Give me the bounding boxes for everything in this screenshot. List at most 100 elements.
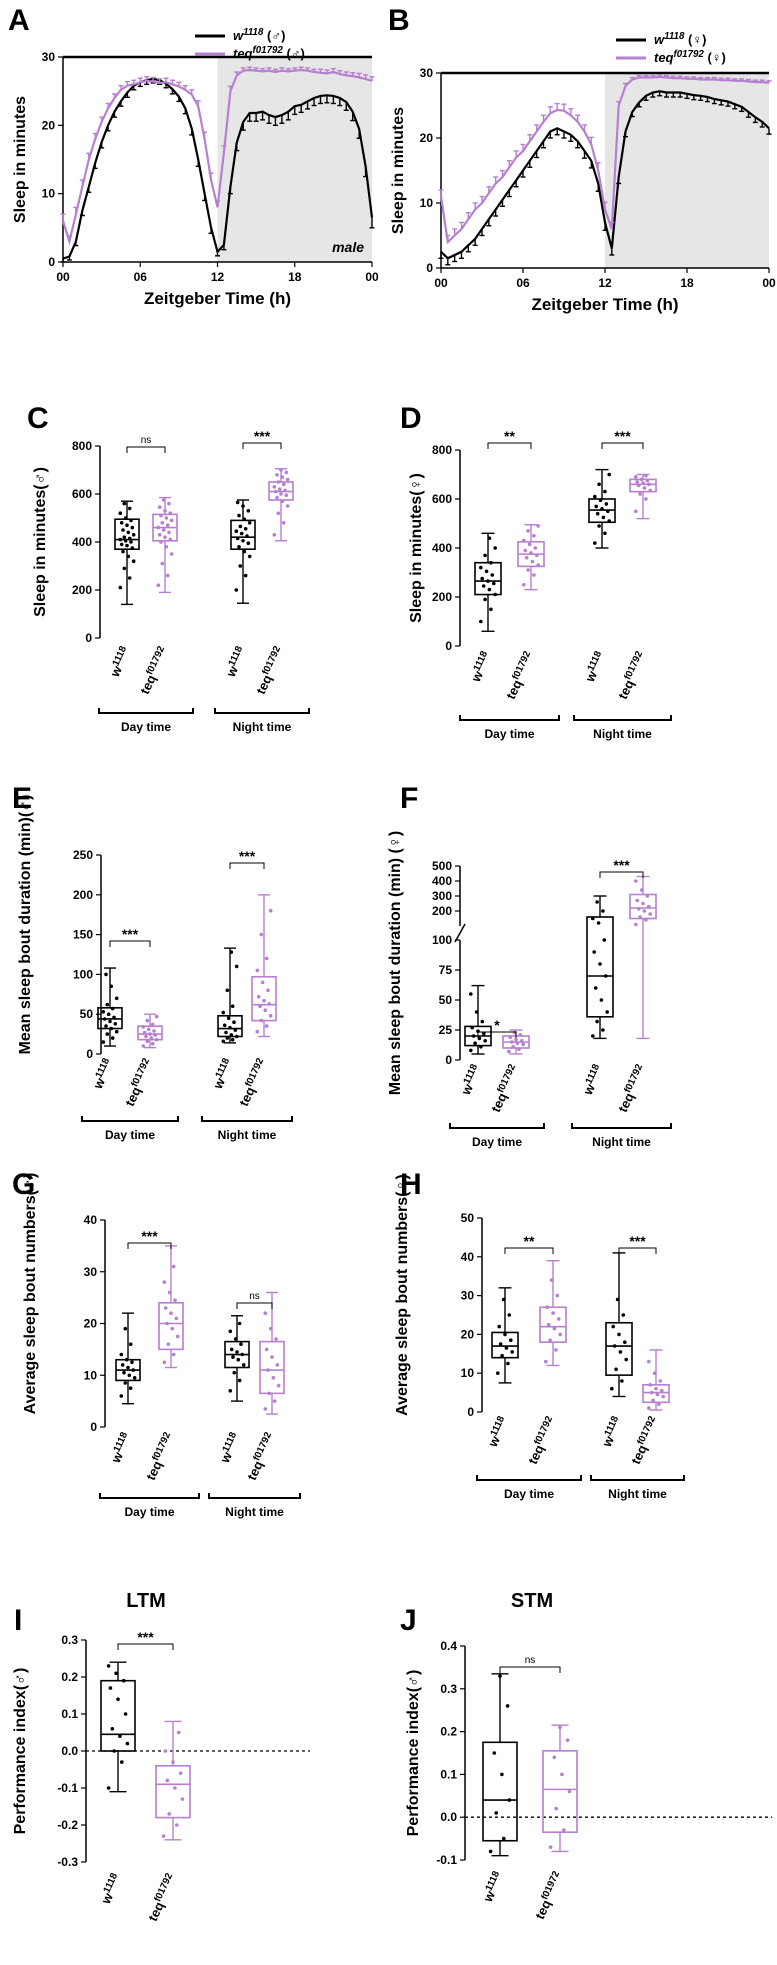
panel-j-category-label: teqf01972 [531, 1869, 567, 1921]
panel-d-data-point [597, 482, 601, 487]
panel-e-data-point [110, 1036, 115, 1040]
panel-label-c: C [27, 402, 49, 435]
panel-d-data-point [487, 536, 492, 540]
panel-d-y-tick-label: 600 [432, 492, 452, 506]
panel-f-y-tick-label: 0 [445, 1053, 452, 1067]
panel-a-y-tick-label: 0 [48, 255, 55, 269]
panel-f-data-point [596, 921, 601, 925]
panel-e-data-point [112, 1015, 116, 1020]
panel-e-data-point [225, 1036, 230, 1040]
panel-g-data-point [229, 1347, 234, 1352]
panel-h-y-tick-label: 30 [461, 1289, 475, 1303]
panel-i-data-point [120, 1760, 124, 1764]
panel-g-data-point [237, 1378, 242, 1383]
panel-c-data-point [157, 505, 162, 510]
panel-c-category-label: w1118 [222, 644, 250, 680]
panel-f-category-label: w1118 [579, 1062, 607, 1098]
panel-h-data-point [557, 1317, 561, 1321]
panel-f-category-label: teqf01792 [487, 1062, 523, 1114]
panel-d-data-point [481, 584, 486, 588]
panel-d-data-point [533, 546, 538, 550]
panel-d-category-label: teqf01792 [502, 649, 538, 701]
panel-g-data-point [263, 1311, 268, 1315]
panel-e-data-point [255, 1029, 260, 1034]
panel-g-data-point [272, 1399, 277, 1403]
panel-i-data-point [112, 1749, 116, 1753]
panel-h-data-point [510, 1350, 514, 1354]
panel-c-y-tick-label: 0 [85, 631, 92, 645]
panel-a-y-tick-label: 10 [42, 187, 56, 201]
panel-g-y-tick-label: 0 [90, 1420, 97, 1434]
panel-f-category-label: teqf01792 [614, 1062, 650, 1114]
panel-e-data-point [260, 980, 265, 985]
panel-e-group-label: Day time [105, 1128, 155, 1142]
panel-e-group-bracket [201, 1116, 293, 1122]
panel-e-data-point [154, 1014, 159, 1019]
panel-a-x-tick-label: 00 [56, 270, 70, 284]
panel-label-i: I [14, 1604, 22, 1637]
panel-j-data-point [488, 1849, 493, 1854]
panel-f-data-point [598, 962, 602, 966]
panel-c-data-point [126, 530, 131, 535]
panel-label-j: J [400, 1604, 417, 1637]
panel-g-data-point [264, 1347, 269, 1352]
panel-j-data-point [560, 1772, 564, 1777]
panel-g-group-label: Night time [225, 1505, 284, 1519]
panel-f-group-bracket [449, 1123, 545, 1129]
panel-e-data-point [142, 1030, 147, 1035]
panel-c-data-point [129, 518, 133, 523]
panel-e-data-point [104, 1024, 108, 1028]
panel-g-data-point [167, 1290, 172, 1295]
panel-e-data-point [101, 1010, 106, 1014]
panel-e-data-point [230, 1037, 235, 1042]
panel-e-data-point [105, 1002, 110, 1007]
panel-d-data-point [493, 592, 498, 597]
panel-i-data-point [106, 1664, 111, 1668]
panel-label-e: E [12, 782, 32, 815]
panel-f-y-tick-label: 200 [432, 904, 452, 918]
panel-j-data-point [554, 1806, 558, 1811]
panel-j-data-point [498, 1674, 502, 1678]
panel-i-y-tick-label: -0.1 [57, 1781, 78, 1795]
panel-i-data-point [165, 1778, 170, 1783]
panel-c-data-point [241, 539, 245, 543]
panel-d-data-point [601, 515, 606, 520]
panel-h-box [539, 1306, 567, 1343]
panel-b-x-tick-label: 00 [762, 276, 776, 290]
panel-i-box [100, 1679, 136, 1752]
panel-f-data-point [480, 1019, 485, 1024]
panel-e-data-point [114, 1029, 119, 1034]
panel-c-data-point [160, 521, 165, 525]
panel-i-data-point [114, 1671, 118, 1676]
panel-g-data-point [175, 1334, 180, 1339]
panel-j-y-tick-label: -0.1 [436, 1853, 457, 1867]
panel-c-data-point [129, 540, 133, 544]
panel-g-data-point [166, 1342, 171, 1346]
panel-h-data-point [497, 1324, 502, 1329]
panel-j-data-point [567, 1789, 572, 1794]
panel-g-data-point [162, 1360, 167, 1365]
panel-g-category-label: teqf01792 [142, 1430, 178, 1482]
panel-e-data-point [101, 1040, 106, 1044]
panel-h-y-tick-label: 50 [461, 1211, 475, 1225]
panel-f-group-label: Night time [592, 1135, 651, 1149]
panel-h-box [491, 1331, 519, 1359]
panel-d-data-point [536, 524, 540, 528]
panel-c-data-point [234, 529, 239, 533]
panel-f-data-point [641, 901, 645, 906]
panel-c-data-point [284, 493, 289, 498]
panel-f-data-point [593, 986, 598, 990]
panel-h-data-point [658, 1379, 663, 1383]
panel-g-box [158, 1302, 184, 1351]
panel-a-x-tick-label: 00 [365, 270, 379, 284]
panel-i-data-point [125, 1741, 130, 1746]
panel-e-data-point [229, 1033, 234, 1037]
panel-h-group-bracket [476, 1475, 582, 1481]
panel-c-data-point [285, 477, 290, 482]
panel-c-data-point [275, 473, 279, 477]
panel-c-data-point [237, 545, 241, 549]
panel-j-data-point [502, 1836, 506, 1841]
panel-c-data-point [167, 501, 171, 506]
panel-c-significance-bracket [242, 442, 282, 449]
panel-e-data-point [221, 1010, 226, 1015]
